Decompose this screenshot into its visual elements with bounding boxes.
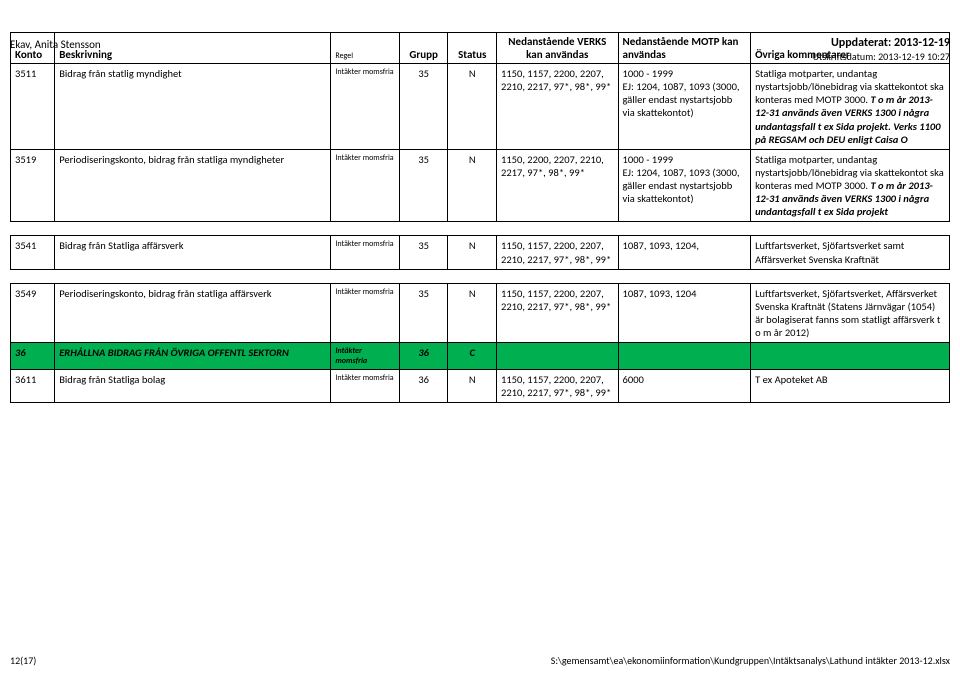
cell-grupp: 35 xyxy=(399,64,448,150)
footer-path: S:\gemensamt\ea\ekonomiinformation\Kundg… xyxy=(551,654,950,667)
table-row: 3611Bidrag från Statliga bolagIntäkter m… xyxy=(11,370,950,403)
cell-konto: 3541 xyxy=(11,236,55,269)
updated-label: Uppdaterat: 2013-12-19 xyxy=(813,36,950,50)
data-table: Konto Beskrivning Regel Grupp Status Ned… xyxy=(10,32,950,403)
cell-grupp: 36 xyxy=(399,343,448,370)
table-row: 3541Bidrag från Statliga affärsverkIntäk… xyxy=(11,236,950,269)
cell-status: N xyxy=(448,64,497,150)
cell-status: C xyxy=(448,343,497,370)
cell-regel: Intäkter momsfria xyxy=(331,64,399,150)
section-row: 36ERHÅLLNA BIDRAG FRÅN ÖVRIGA OFFENTL SE… xyxy=(11,343,950,370)
cell-beskrivning: Periodiseringskonto, bidrag från statlig… xyxy=(55,283,331,343)
table-row: 3549Periodiseringskonto, bidrag från sta… xyxy=(11,283,950,343)
cell-kommentarer: Luftfartsverket, Sjöfartsverket samt Aff… xyxy=(751,236,950,269)
col-status: Status xyxy=(448,33,497,64)
cell-verks xyxy=(497,343,619,370)
cell-status: N xyxy=(448,370,497,403)
cell-status: N xyxy=(448,236,497,269)
cell-motp: 1087, 1093, 1204 xyxy=(618,283,751,343)
cell-motp: 1000 - 1999 EJ: 1204, 1087, 1093 (3000, … xyxy=(618,149,751,222)
cell-beskrivning: ERHÅLLNA BIDRAG FRÅN ÖVRIGA OFFENTL SEKT… xyxy=(55,343,331,370)
cell-kommentarer: Luftfartsverket, Sjöfartsverket, Affärsv… xyxy=(751,283,950,343)
cell-konto: 3519 xyxy=(11,149,55,222)
cell-motp: 1000 - 1999 EJ: 1204, 1087, 1093 (3000, … xyxy=(618,64,751,150)
cell-beskrivning: Periodiseringskonto, bidrag från statlig… xyxy=(55,149,331,222)
cell-verks: 1150, 1157, 2200, 2207, 2210, 2217, 97*,… xyxy=(497,64,619,150)
cell-kommentarer: T ex Apoteket AB xyxy=(751,370,950,403)
table-row xyxy=(11,269,950,283)
cell-motp: 1087, 1093, 1204, xyxy=(618,236,751,269)
cell-beskrivning: Bidrag från Statliga affärsverk xyxy=(55,236,331,269)
cell-grupp: 35 xyxy=(399,236,448,269)
cell-konto: 3511 xyxy=(11,64,55,150)
cell-kommentarer: Statliga motparter, undantag nystartsjob… xyxy=(751,149,950,222)
cell-motp: 6000 xyxy=(618,370,751,403)
author-label: Ekav, Anita Stensson xyxy=(10,38,101,51)
printed-label: Utskriftsdatum: 2013-12-19 10:27 xyxy=(813,50,950,63)
table-row: 3511Bidrag från statlig myndighetIntäkte… xyxy=(11,64,950,150)
cell-kommentarer xyxy=(751,343,950,370)
spacer-cell xyxy=(11,222,950,236)
cell-motp xyxy=(618,343,751,370)
cell-beskrivning: Bidrag från statlig myndighet xyxy=(55,64,331,150)
table-header-row: Konto Beskrivning Regel Grupp Status Ned… xyxy=(11,33,950,64)
cell-konto: 36 xyxy=(11,343,55,370)
col-verks: Nedanstående VERKS kan användas xyxy=(497,33,619,64)
col-grupp: Grupp xyxy=(399,33,448,64)
cell-grupp: 35 xyxy=(399,283,448,343)
cell-verks: 1150, 1157, 2200, 2207, 2210, 2217, 97*,… xyxy=(497,283,619,343)
footer-page: 12(17) xyxy=(10,654,36,667)
cell-verks: 1150, 1157, 2200, 2207, 2210, 2217, 97*,… xyxy=(497,236,619,269)
cell-regel: Intäkter momsfria xyxy=(331,343,399,370)
cell-grupp: 36 xyxy=(399,370,448,403)
cell-verks: 1150, 2200, 2207, 2210, 2217, 97*, 98*, … xyxy=(497,149,619,222)
cell-regel: Intäkter momsfria xyxy=(331,370,399,403)
table-row: 3519Periodiseringskonto, bidrag från sta… xyxy=(11,149,950,222)
cell-beskrivning: Bidrag från Statliga bolag xyxy=(55,370,331,403)
cell-kommentarer: Statliga motparter, undantag nystartsjob… xyxy=(751,64,950,150)
cell-status: N xyxy=(448,149,497,222)
cell-status: N xyxy=(448,283,497,343)
cell-regel: Intäkter momsfria xyxy=(331,149,399,222)
cell-konto: 3549 xyxy=(11,283,55,343)
cell-grupp: 35 xyxy=(399,149,448,222)
col-motp: Nedanstående MOTP kan användas xyxy=(618,33,751,64)
col-regel: Regel xyxy=(331,33,399,64)
table-row xyxy=(11,222,950,236)
cell-regel: Intäkter momsfria xyxy=(331,283,399,343)
spacer-cell xyxy=(11,269,950,283)
cell-verks: 1150, 1157, 2200, 2207, 2210, 2217, 97*,… xyxy=(497,370,619,403)
header-right: Uppdaterat: 2013-12-19 Utskriftsdatum: 2… xyxy=(813,36,950,63)
cell-regel: Intäkter momsfria xyxy=(331,236,399,269)
cell-konto: 3611 xyxy=(11,370,55,403)
